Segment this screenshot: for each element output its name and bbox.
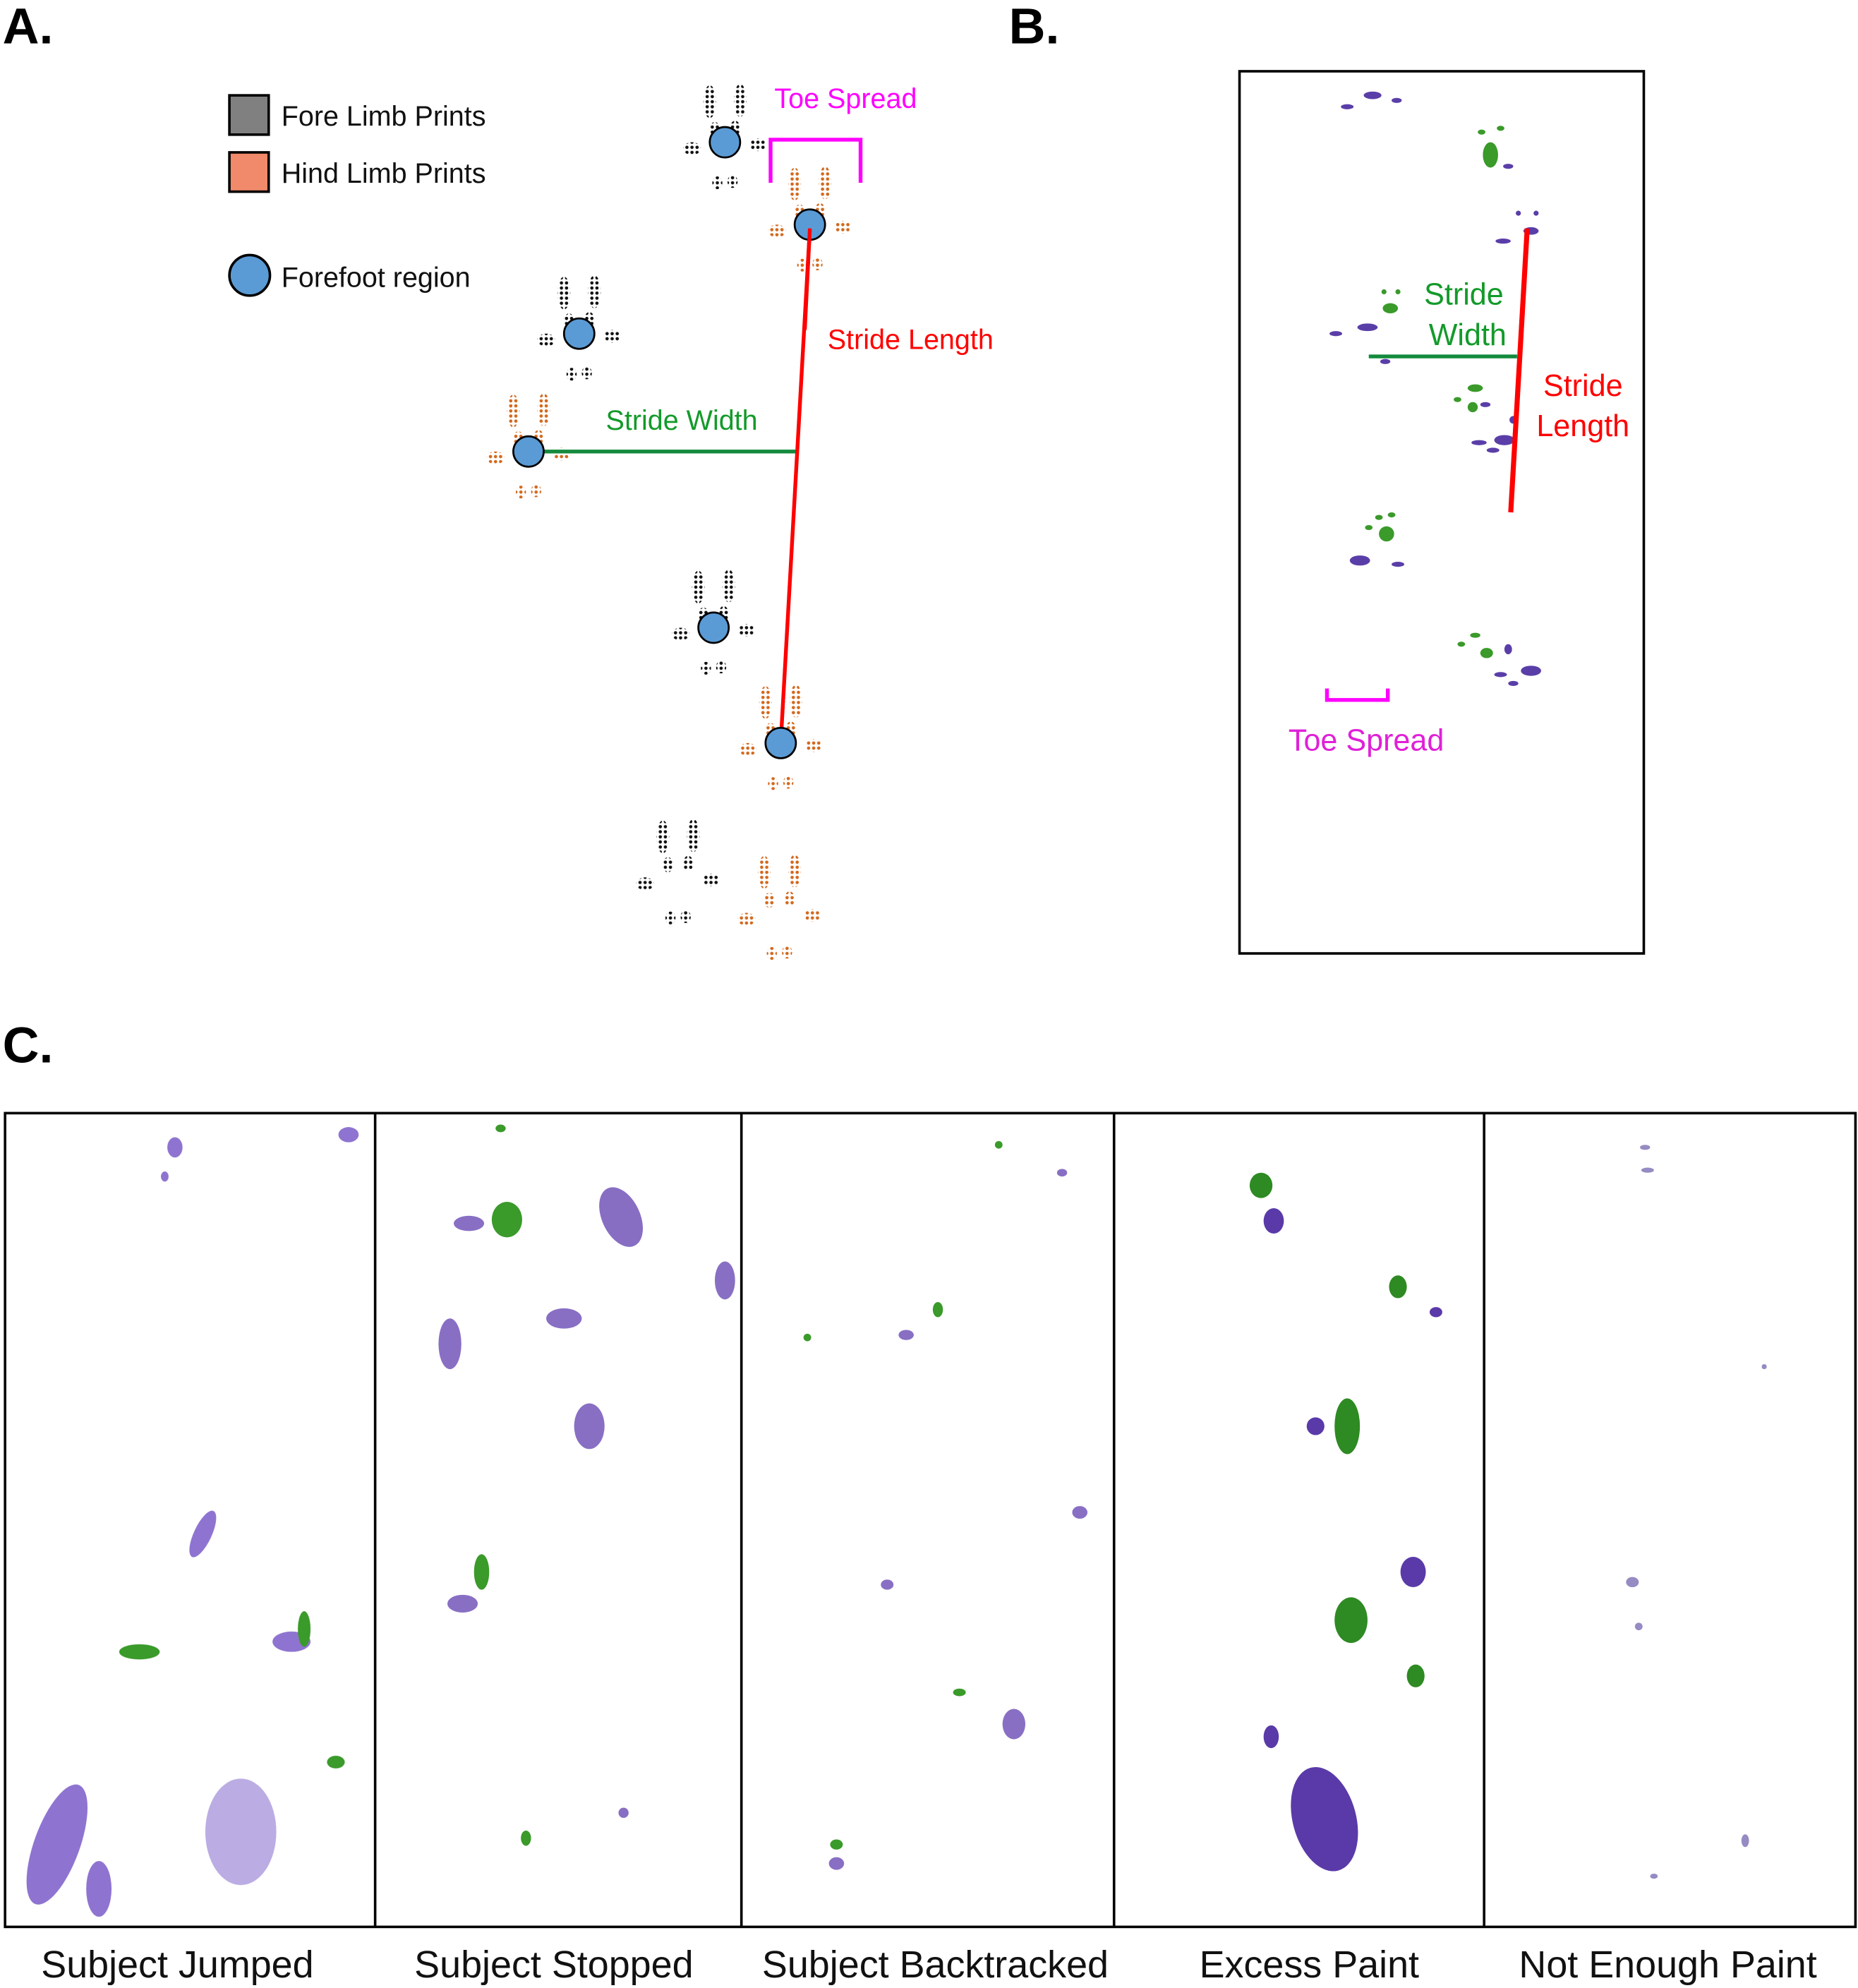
stride-width-label: Stride Width <box>606 405 758 436</box>
fore-paw-icon <box>636 819 720 924</box>
panel-b-stride-length-line <box>1508 228 1530 513</box>
not-enough-paint-image <box>1626 1145 1767 1879</box>
legend-swatch-fore <box>228 94 270 136</box>
panel-b-toe-spread-bracket <box>1325 688 1390 702</box>
subject-stopped-image <box>438 1124 735 1846</box>
panel-b-stride-length-label-1: Stride <box>1543 369 1623 403</box>
subject-jumped-image <box>26 1127 359 1917</box>
panel-a-label: A. <box>3 0 54 54</box>
panel-b-toe-spread-label: Toe Spread <box>1289 724 1444 758</box>
panel-b-stride-length-label-2: Length <box>1536 409 1629 443</box>
stride-length-label: Stride Length <box>828 324 994 355</box>
legend-fore-label: Fore Limb Prints <box>282 101 486 132</box>
legend-forefoot-icon <box>228 253 272 297</box>
caption-not-enough-paint: Not Enough Paint <box>1519 1944 1816 1986</box>
legend-hind-label: Hind Limb Prints <box>282 158 486 189</box>
legend-forefoot-label: Forefoot region <box>282 262 471 293</box>
caption-subject-backtracked: Subject Backtracked <box>762 1944 1109 1986</box>
forefoot-markers <box>512 126 826 759</box>
caption-excess-paint: Excess Paint <box>1200 1944 1419 1986</box>
toe-spread-label: Toe Spread <box>774 83 917 114</box>
subject-backtracked-image <box>803 1140 1088 1870</box>
toe-spread-bracket <box>768 138 863 183</box>
excess-paint-image <box>1249 1172 1442 1872</box>
panel-b-label: B. <box>1009 0 1060 54</box>
panel-b-stride-width-label-1: Stride <box>1424 277 1504 311</box>
legend-swatch-hind <box>228 151 270 193</box>
stride-length-line-top <box>802 228 812 330</box>
legend: Fore Limb Prints Hind Limb Prints Forefo… <box>228 94 486 297</box>
forefoot-icon <box>708 126 742 159</box>
panel-b-footprint-image <box>1238 70 1646 955</box>
panel-c-images <box>4 1112 1857 1929</box>
forefoot-icon <box>764 726 797 759</box>
panel-c-captions: Subject Jumped Subject Stopped Subject B… <box>41 1944 1817 1986</box>
caption-subject-jumped: Subject Jumped <box>41 1944 313 1986</box>
caption-subject-stopped: Subject Stopped <box>414 1944 693 1986</box>
hind-paw-icon <box>737 854 821 960</box>
forefoot-icon <box>512 435 545 468</box>
forefoot-icon <box>697 611 730 644</box>
panel-b-stride-width-label-2: Width <box>1429 318 1507 352</box>
panel-c-label: C. <box>3 1017 54 1073</box>
forefoot-icon <box>562 317 596 350</box>
